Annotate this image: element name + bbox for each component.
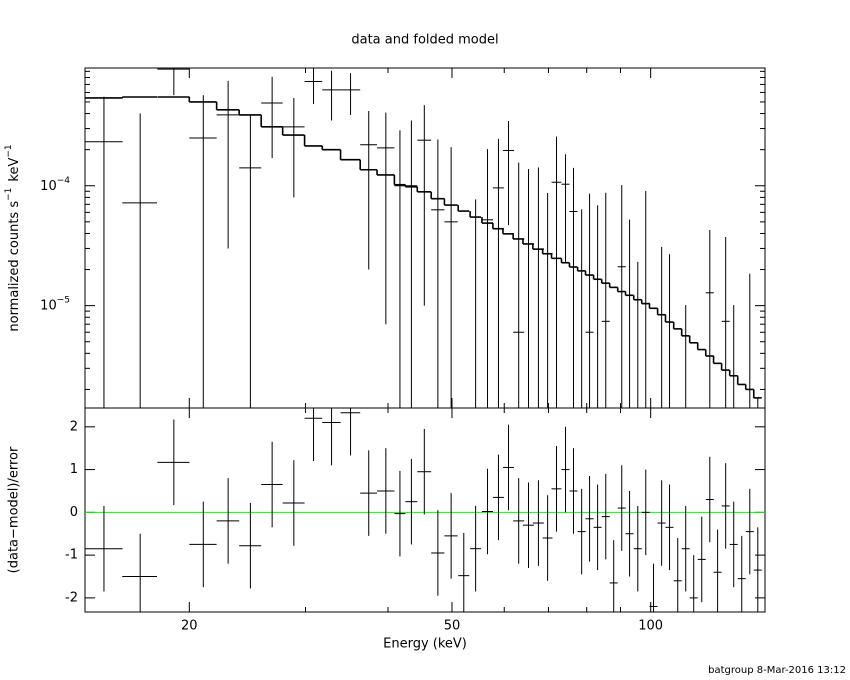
bottom-frame xyxy=(84,407,766,613)
y-tick-base: 10 xyxy=(40,178,57,193)
top-y-axis-label: normalized counts s−1keV−1 xyxy=(4,144,22,331)
x-tick-label: 20 xyxy=(181,619,198,634)
chart-title: data and folded model xyxy=(351,33,498,48)
x-tick-label: 50 xyxy=(444,619,461,634)
x-tick-label: 100 xyxy=(638,619,663,634)
y-label-sup: −1 xyxy=(4,188,14,201)
bottom-plot xyxy=(85,408,765,612)
y-tick-label: 10−5 xyxy=(40,295,70,313)
y-tick-label: 2 xyxy=(70,419,78,434)
footer: batgroup 8-Mar-2016 13:12 xyxy=(708,665,846,676)
y-label-sup: −1 xyxy=(4,144,14,157)
y-tick-label: 1 xyxy=(70,462,78,477)
top-plot xyxy=(85,68,762,408)
x-axis-label: Energy (keV) xyxy=(383,637,467,652)
y-label-text: normalized counts s xyxy=(7,201,22,332)
y-tick-label: 0 xyxy=(70,505,78,520)
y-tick-exponent: −4 xyxy=(57,175,71,185)
top-frame xyxy=(84,67,766,409)
y-tick-base: 10 xyxy=(40,298,57,313)
y-tick-label: -1 xyxy=(65,548,78,563)
bottom-y-axis-label: (data−model)/error xyxy=(7,446,22,573)
y-label-text: keV xyxy=(7,158,22,182)
y-tick-exponent: −5 xyxy=(57,295,70,305)
y-tick-label: -2 xyxy=(65,590,78,605)
y-tick-label: 10−4 xyxy=(40,175,70,193)
